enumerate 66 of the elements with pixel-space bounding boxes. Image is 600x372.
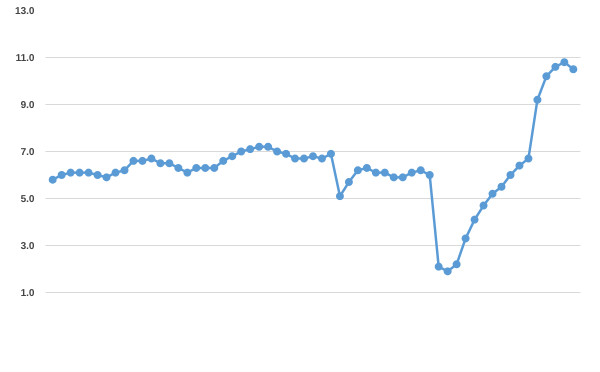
point	[174, 164, 182, 172]
y-tick-label: 5.0	[20, 194, 35, 205]
point	[165, 159, 174, 168]
point	[372, 168, 380, 177]
y-tick-label: 7.0	[20, 147, 35, 158]
point	[120, 166, 128, 174]
point	[426, 171, 434, 179]
point	[66, 168, 75, 177]
point	[84, 168, 93, 177]
point	[326, 150, 335, 158]
point	[318, 154, 326, 163]
point	[380, 168, 389, 177]
point	[201, 164, 210, 172]
point	[228, 152, 236, 160]
point	[58, 171, 66, 179]
point	[533, 96, 542, 104]
point	[444, 267, 452, 276]
point	[192, 164, 200, 172]
point	[273, 148, 282, 156]
point	[542, 72, 550, 80]
point	[362, 164, 371, 172]
point	[219, 156, 228, 165]
y-tick-label: 13.0	[15, 6, 35, 17]
y-tick-label: 11.0	[16, 53, 35, 64]
point	[210, 164, 218, 172]
point	[498, 182, 506, 191]
point	[560, 58, 568, 66]
point	[462, 234, 470, 242]
y-tick-label: 9.0	[20, 100, 35, 111]
point	[156, 159, 164, 168]
point	[336, 192, 344, 200]
point	[551, 62, 560, 71]
point	[138, 156, 146, 165]
point	[255, 142, 264, 151]
point	[354, 166, 362, 174]
point	[524, 154, 532, 163]
point	[246, 145, 254, 154]
y-tick-label: 3.0	[20, 241, 35, 252]
point	[480, 202, 488, 210]
point	[569, 65, 578, 74]
point	[282, 150, 290, 158]
point	[515, 162, 524, 170]
point	[309, 152, 317, 160]
point	[264, 142, 272, 151]
point	[129, 156, 138, 165]
point	[300, 154, 308, 163]
point	[344, 178, 353, 186]
y-tick-label: 1.0	[20, 288, 35, 299]
point	[488, 190, 497, 198]
point	[506, 171, 514, 179]
point	[147, 154, 156, 163]
point	[48, 176, 57, 184]
point	[434, 262, 443, 271]
point	[102, 173, 111, 182]
point	[390, 173, 398, 182]
point	[76, 168, 84, 177]
point	[416, 166, 425, 174]
point	[112, 168, 120, 177]
point	[291, 154, 300, 163]
point	[408, 168, 416, 177]
point	[470, 216, 479, 224]
point	[452, 260, 461, 268]
point	[183, 168, 192, 177]
point	[94, 171, 102, 179]
point	[398, 173, 407, 182]
point	[237, 148, 246, 156]
